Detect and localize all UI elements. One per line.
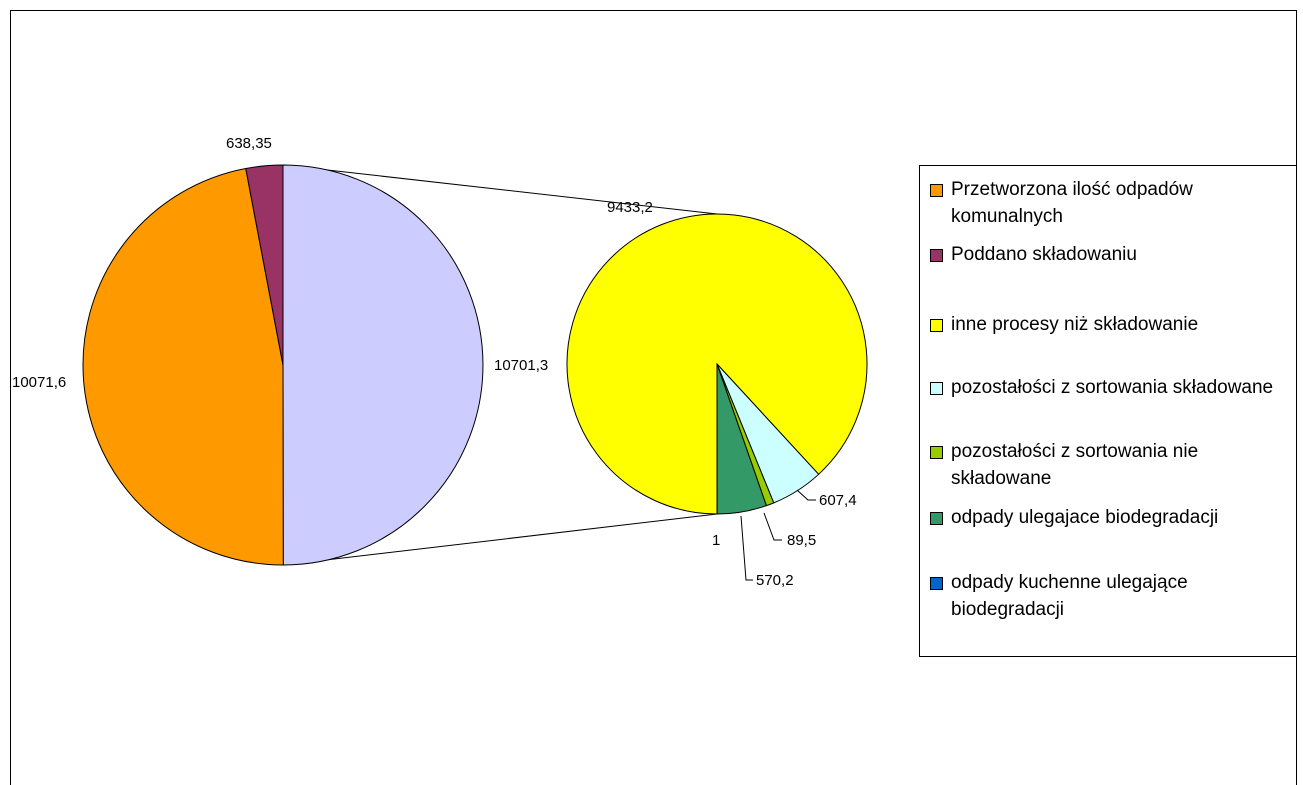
connector-line-top bbox=[282, 164, 718, 215]
legend-label: Poddano składowaniu bbox=[951, 244, 1137, 265]
legend-label: inne procesy niż składowanie bbox=[951, 314, 1199, 335]
legend-item-pozostalosci-nie-skladowane: pozostałości z sortowania nie składowane bbox=[930, 438, 1292, 492]
data-label-secondary-4: 1 bbox=[712, 532, 720, 549]
leader-line-607 bbox=[796, 489, 816, 501]
legend-item-odpady-biodegradacji: odpady ulegajace biodegradacji bbox=[930, 504, 1292, 531]
connector-lines bbox=[282, 164, 718, 566]
legend-item-pozostalosci-skladowane: pozostałości z sortowania składowane bbox=[930, 374, 1292, 401]
legend-label: odpady kuchenne ulegające biodegradacji bbox=[951, 572, 1188, 620]
data-label-primary-1: 638,35 bbox=[226, 135, 272, 152]
legend-swatch bbox=[930, 577, 943, 590]
primary-pie bbox=[82, 164, 484, 566]
legend-item-przetworzona: Przetworzona ilość odpadów komunalnych bbox=[930, 176, 1292, 230]
legend-swatch bbox=[930, 249, 943, 262]
data-label-secondary-2: 89,5 bbox=[787, 532, 816, 549]
data-label-primary-0: 10071,6 bbox=[12, 374, 66, 391]
legend-item-inne-procesy: inne procesy niż składowanie bbox=[930, 311, 1292, 338]
data-label-secondary-0: 9433,2 bbox=[607, 199, 653, 216]
legend-label: pozostałości z sortowania składowane bbox=[951, 377, 1274, 398]
pie-slice-poddano bbox=[245, 164, 284, 366]
legend-swatch bbox=[930, 512, 943, 525]
legend-label: pozostałości z sortowania nie składowane bbox=[951, 441, 1199, 489]
legend-swatch bbox=[930, 446, 943, 459]
legend-label: odpady ulegajace biodegradacji bbox=[951, 507, 1219, 528]
leader-line-570 bbox=[740, 515, 753, 581]
legend-swatch bbox=[930, 184, 943, 197]
leader-lines bbox=[740, 489, 816, 581]
legend-label: Przetworzona ilość odpadów komunalnych bbox=[951, 179, 1193, 227]
legend-swatch bbox=[930, 319, 943, 332]
data-labels: 10071,6 638,35 10701,3 9433,2 607,4 89,5… bbox=[12, 135, 857, 589]
legend-swatch bbox=[930, 382, 943, 395]
data-label-secondary-3: 570,2 bbox=[756, 572, 794, 589]
leader-line-89 bbox=[763, 512, 782, 541]
pie-slice-other bbox=[282, 164, 484, 566]
secondary-pie bbox=[566, 213, 868, 515]
data-label-secondary-1: 607,4 bbox=[819, 492, 857, 509]
legend-item-odpady-kuchenne: odpady kuchenne ulegające biodegradacji bbox=[930, 569, 1292, 623]
chart-legend: Przetworzona ilość odpadów komunalnych P… bbox=[919, 165, 1297, 657]
connector-line-bottom bbox=[282, 513, 718, 566]
legend-item-poddano: Poddano składowaniu bbox=[930, 241, 1292, 268]
data-label-primary-2: 10701,3 bbox=[494, 357, 548, 374]
pie-slice-inne-procesy bbox=[566, 213, 868, 515]
pie-slice-przetworzona bbox=[82, 167, 284, 566]
